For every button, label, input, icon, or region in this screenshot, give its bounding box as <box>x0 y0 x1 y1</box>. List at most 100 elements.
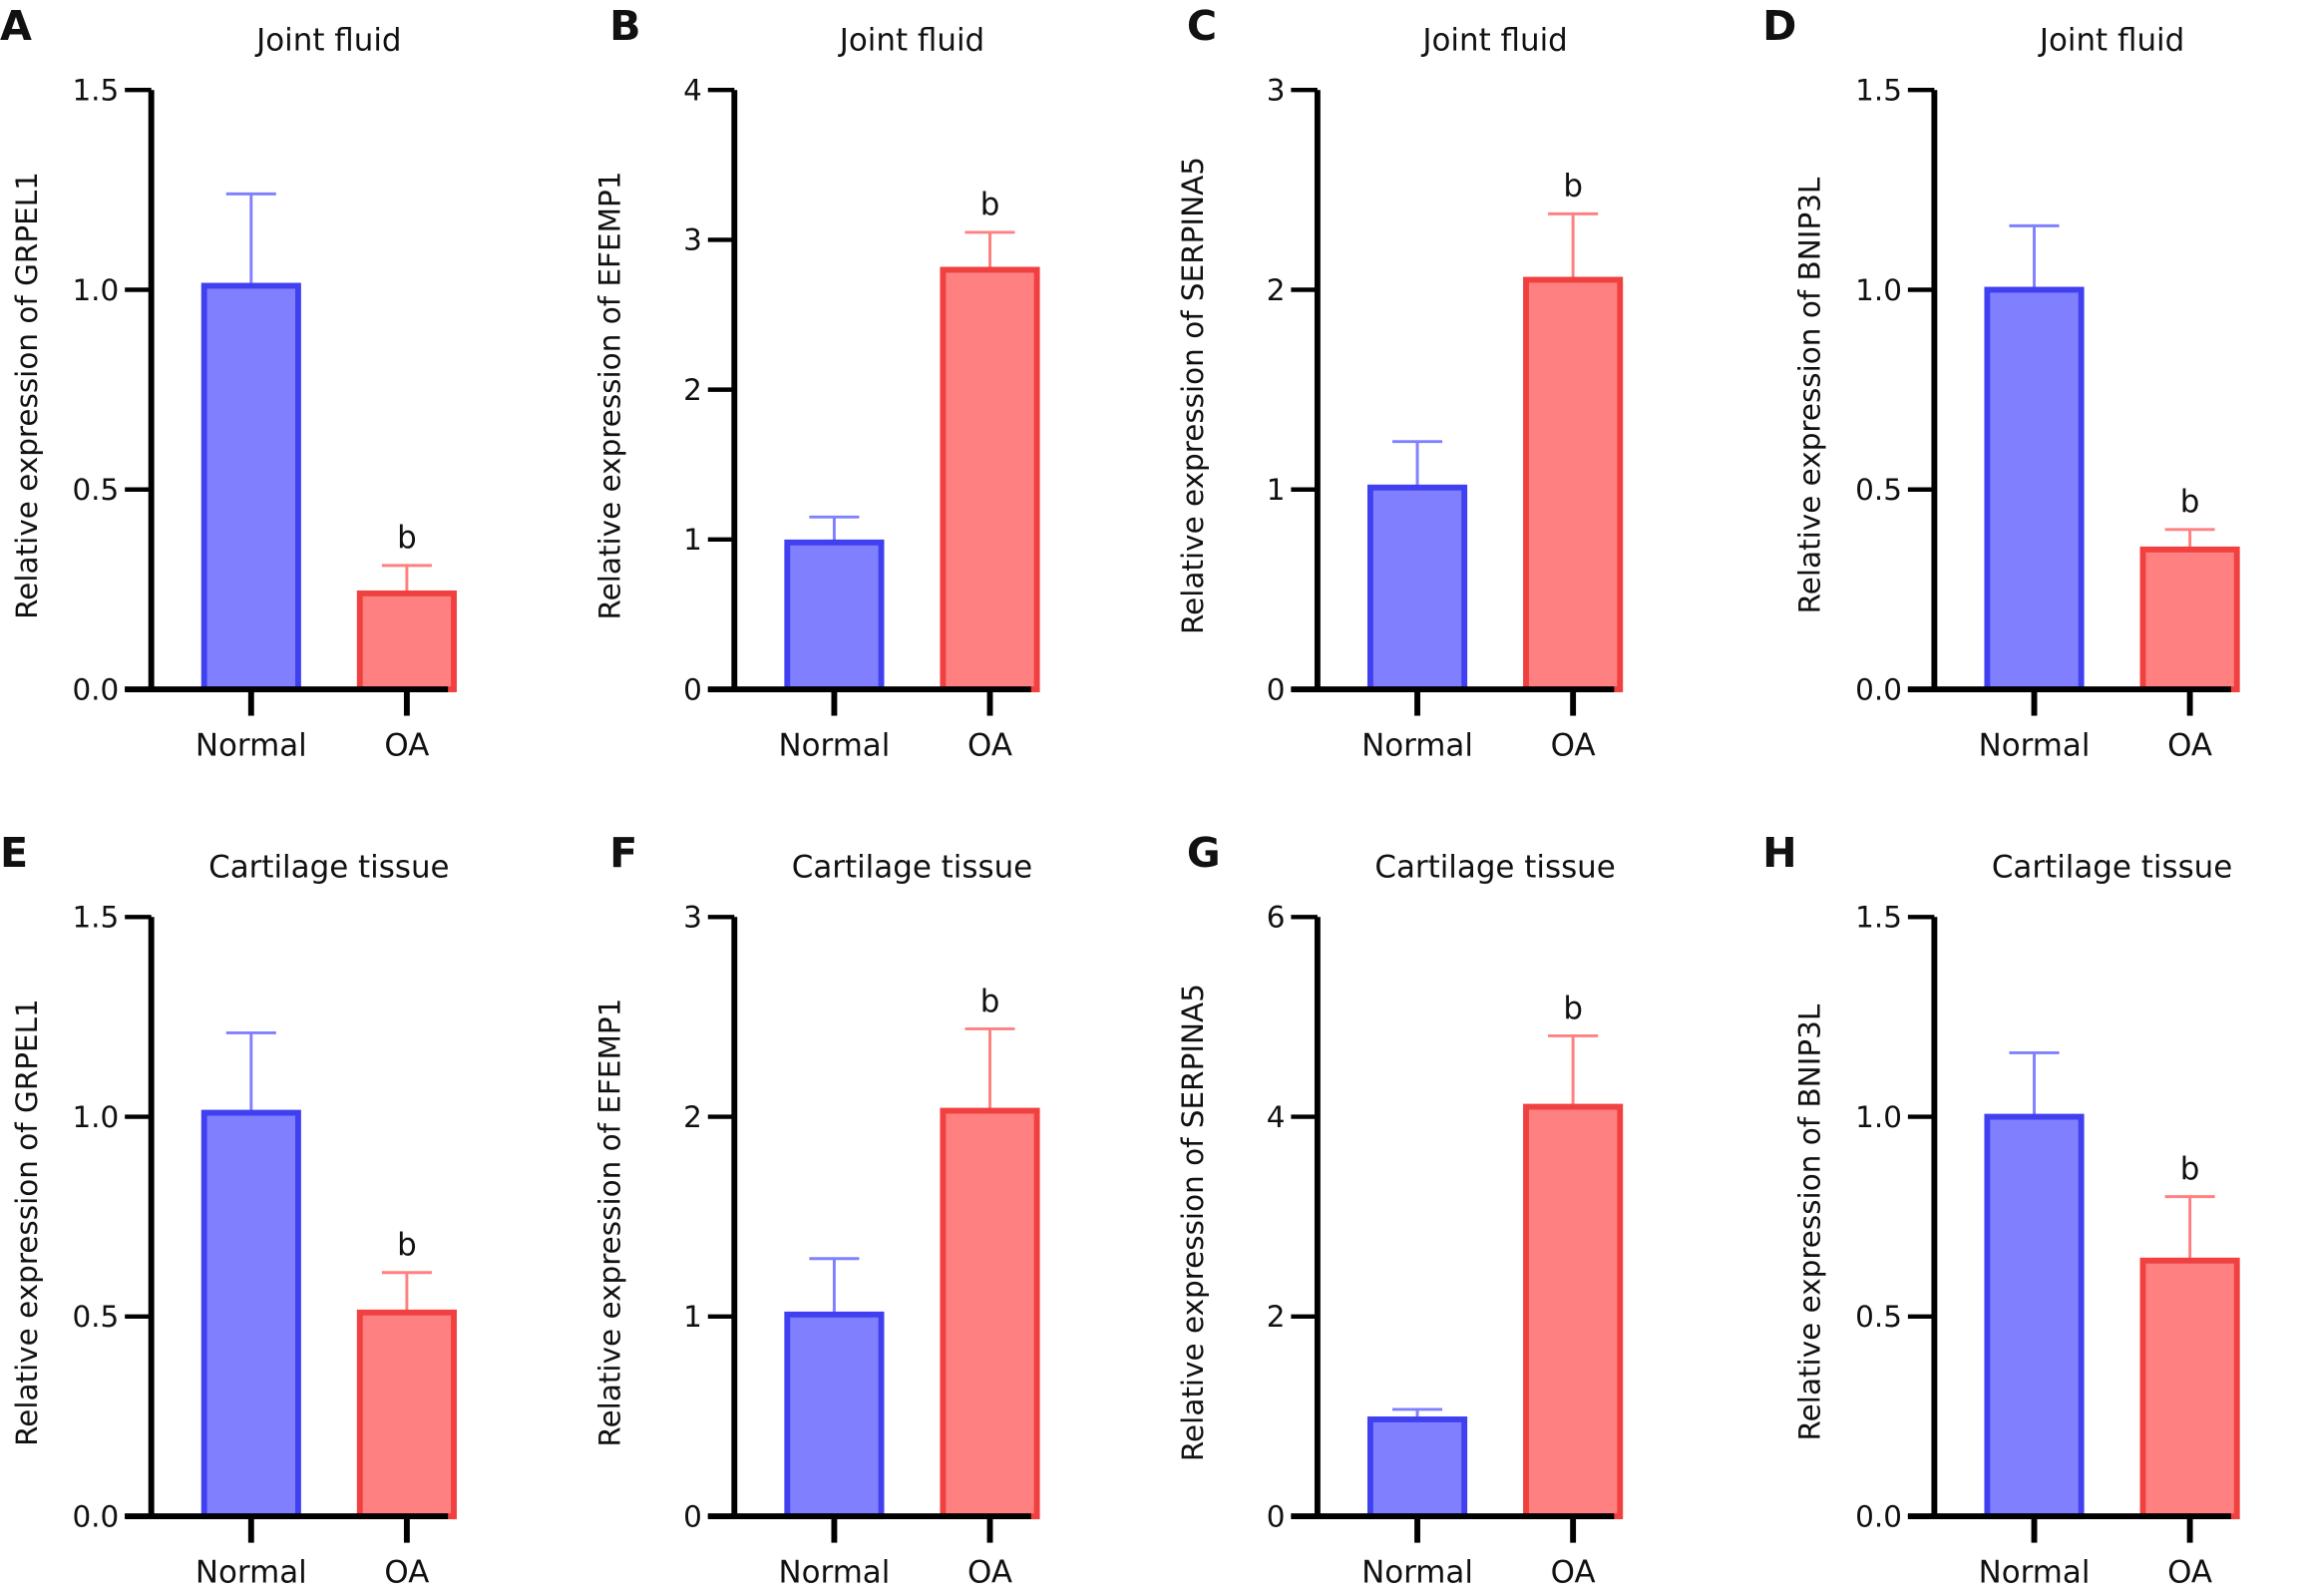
bar-oa <box>356 1309 457 1520</box>
bar-normal <box>1984 286 2085 692</box>
y-tick-label: 0 <box>683 1499 702 1533</box>
bar-oa <box>940 1107 1040 1520</box>
chart-title: Joint fluid <box>838 22 984 58</box>
y-tick-label: 4 <box>1267 1100 1286 1134</box>
y-tick-label: 0.0 <box>1855 672 1902 706</box>
x-tick-label: Normal <box>1979 727 2091 763</box>
bar-oa <box>1523 1103 1624 1520</box>
y-axis-label: Relative expression of GRPEL1 <box>10 172 44 619</box>
bar-normal <box>784 539 885 692</box>
y-tick-label: 3 <box>1267 74 1286 108</box>
y-tick-label: 3 <box>683 223 702 257</box>
panel-a: A Joint fluid Relative expression of GRPEL… <box>0 2 457 763</box>
bar-oa <box>1523 276 1624 692</box>
significance-label: b <box>397 520 417 556</box>
significance-label: b <box>397 1227 417 1263</box>
y-tick-label: 0.5 <box>72 473 119 507</box>
y-tick-label: 1.5 <box>72 901 119 935</box>
significance-label: b <box>980 187 1000 222</box>
x-tick-label: OA <box>2167 727 2212 763</box>
y-tick-label: 2 <box>1267 1300 1286 1334</box>
x-tick-label: Normal <box>779 1554 891 1590</box>
x-tick-label: OA <box>384 727 429 763</box>
x-tick-label: Normal <box>779 727 891 763</box>
y-tick-label: 0.0 <box>72 672 119 706</box>
bar-normal <box>1366 1416 1468 1520</box>
y-tick-label: 0.0 <box>1855 1499 1902 1533</box>
chart-title: Joint fluid <box>1420 22 1567 58</box>
y-tick-label: 3 <box>683 901 702 935</box>
bar-normal <box>200 282 301 692</box>
bar-normal <box>1366 484 1468 692</box>
y-tick-label: 1.5 <box>1855 74 1902 108</box>
x-tick-label: Normal <box>195 1554 307 1590</box>
panel-letter: C <box>1187 2 1217 50</box>
x-tick-label: OA <box>2167 1554 2212 1590</box>
bar-oa <box>2139 1257 2240 1520</box>
bar-oa <box>2139 546 2240 692</box>
y-axis-label: Relative expression of EFEMP1 <box>592 172 626 620</box>
panel-letter: H <box>1762 829 1797 877</box>
panel-f: F Cartilage tissue Relative expression of … <box>592 829 1040 1590</box>
significance-label: b <box>980 984 1000 1019</box>
y-tick-label: 1 <box>1267 473 1286 507</box>
y-tick-label: 1.0 <box>1855 1100 1902 1134</box>
chart-title: Cartilage tissue <box>1992 850 2232 886</box>
x-tick-label: Normal <box>1361 1554 1473 1590</box>
y-tick-label: 0.0 <box>72 1499 119 1533</box>
panel-letter: D <box>1762 2 1796 50</box>
y-axis-label: Relative expression of EFEMP1 <box>592 998 626 1447</box>
y-tick-label: 0 <box>683 672 702 706</box>
panel-letter: E <box>0 829 28 877</box>
x-tick-label: OA <box>1551 727 1596 763</box>
y-tick-label: 1.0 <box>72 273 119 307</box>
panel-b: B Joint fluid Relative expression of EFEMP… <box>592 2 1040 763</box>
bar-normal <box>1984 1113 2085 1520</box>
significance-label: b <box>2180 484 2200 520</box>
y-tick-label: 2 <box>1267 273 1286 307</box>
x-tick-label: Normal <box>1979 1554 2091 1590</box>
y-tick-label: 0 <box>1267 672 1286 706</box>
panel-letter: A <box>0 2 32 50</box>
panel-letter: F <box>609 829 637 877</box>
x-tick-label: OA <box>967 727 1012 763</box>
y-tick-label: 0.5 <box>1855 1300 1902 1334</box>
panel-e: E Cartilage tissue Relative expression of … <box>0 829 457 1590</box>
y-tick-label: 0.5 <box>1855 473 1902 507</box>
y-axis-label: Relative expression of BNIP3L <box>1793 177 1827 613</box>
y-tick-label: 4 <box>683 74 702 108</box>
y-axis-label: Relative expression of SERPINA5 <box>1176 157 1210 634</box>
x-tick-label: OA <box>1551 1554 1596 1590</box>
panel-d: D Joint fluid Relative expression of BNIP3… <box>1762 2 2240 763</box>
x-tick-label: OA <box>967 1554 1012 1590</box>
y-tick-label: 1.5 <box>1855 901 1902 935</box>
y-tick-label: 1.0 <box>1855 273 1902 307</box>
panel-g: G Cartilage tissue Relative expression of … <box>1176 829 1624 1590</box>
panel-h: H Cartilage tissue Relative expression of … <box>1762 829 2240 1590</box>
x-tick-label: OA <box>384 1554 429 1590</box>
chart-title: Joint fluid <box>2038 22 2184 58</box>
panel-letter: B <box>609 2 640 50</box>
y-axis-label: Relative expression of SERPINA5 <box>1176 984 1210 1461</box>
y-tick-label: 0.5 <box>72 1300 119 1334</box>
y-axis-label: Relative expression of BNIP3L <box>1793 1003 1827 1440</box>
significance-label: b <box>1563 991 1583 1026</box>
bar-normal <box>200 1109 301 1520</box>
x-tick-label: Normal <box>195 727 307 763</box>
y-axis-label: Relative expression of GRPEL1 <box>10 998 44 1446</box>
panel-c: C Joint fluid Relative expression of SERPI… <box>1176 2 1624 763</box>
bar-normal <box>784 1311 885 1520</box>
y-tick-label: 0 <box>1267 1499 1286 1533</box>
y-tick-label: 6 <box>1267 901 1286 935</box>
bar-oa <box>940 266 1040 692</box>
chart-title: Cartilage tissue <box>1374 850 1615 886</box>
bar-oa <box>356 590 457 692</box>
y-tick-label: 1 <box>683 1300 702 1334</box>
chart-title: Joint fluid <box>254 22 401 58</box>
chart-title: Cartilage tissue <box>792 850 1032 886</box>
y-tick-label: 2 <box>683 1100 702 1134</box>
x-tick-label: Normal <box>1361 727 1473 763</box>
y-tick-label: 1.5 <box>72 74 119 108</box>
significance-label: b <box>2180 1151 2200 1187</box>
